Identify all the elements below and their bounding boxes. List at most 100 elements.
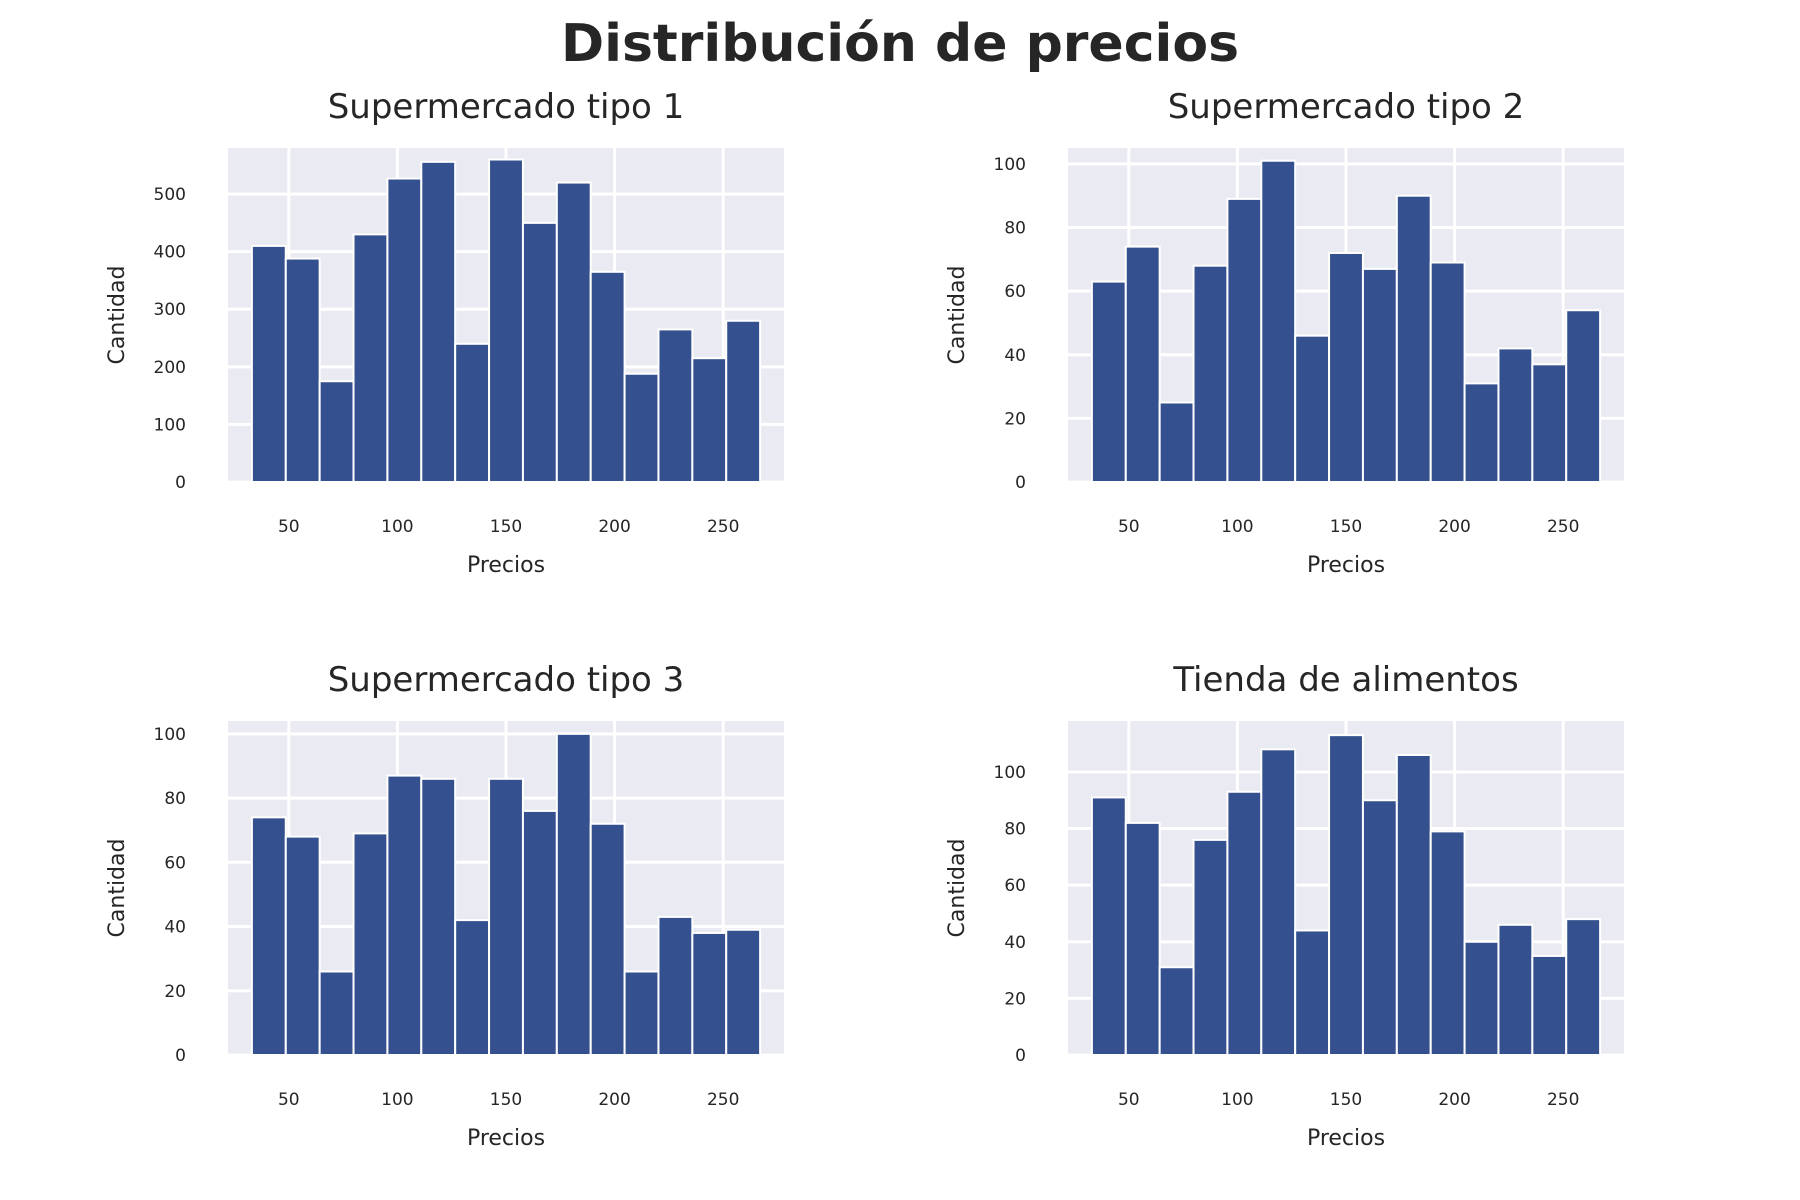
y-axis-label: Cantidad <box>945 266 970 365</box>
chart-title: Supermercado tipo 1 <box>328 87 685 127</box>
x-tick-label: 50 <box>278 1090 300 1110</box>
histogram-bar <box>589 270 626 483</box>
x-tick-label: 50 <box>278 517 300 537</box>
x-tick-label: 100 <box>1221 1090 1253 1110</box>
histogram-bar <box>589 822 626 1056</box>
histogram-bar <box>386 177 423 483</box>
y-tick-label: 300 <box>154 300 186 320</box>
y-tick-label: 100 <box>154 415 186 435</box>
x-axis-label: Precios <box>1307 553 1385 578</box>
histogram-bar <box>488 777 524 1057</box>
histogram-bar <box>1192 838 1229 1056</box>
histogram-bar <box>250 244 287 483</box>
x-axis-label: Precios <box>1307 1126 1385 1151</box>
histogram-bar <box>1361 799 1398 1056</box>
histogram-bar <box>1328 251 1364 483</box>
y-tick-label: 60 <box>1004 876 1026 896</box>
histogram-bar <box>352 832 389 1056</box>
y-tick-label: 0 <box>175 1046 186 1066</box>
y-tick-label: 40 <box>164 918 186 938</box>
y-tick-label: 100 <box>994 763 1026 783</box>
histogram-bar <box>420 160 457 484</box>
histogram-bar <box>1565 309 1602 483</box>
histogram-bar <box>284 835 321 1056</box>
y-tick-label: 80 <box>164 789 186 809</box>
histogram-bar <box>318 380 355 484</box>
histogram-bar <box>657 328 694 483</box>
y-tick-label: 20 <box>164 982 186 1002</box>
y-tick-label: 80 <box>1004 820 1026 840</box>
histogram-bar <box>725 928 762 1056</box>
histogram-bar <box>250 816 287 1056</box>
x-tick-label: 50 <box>1118 517 1140 537</box>
histogram-bar <box>1497 347 1534 483</box>
y-axis-label: Cantidad <box>945 839 970 938</box>
histogram-bar <box>1429 261 1466 483</box>
histogram-bar <box>284 257 321 483</box>
histogram-bar <box>386 774 423 1056</box>
y-tick-label: 20 <box>1004 409 1026 429</box>
histogram-bar <box>1226 790 1263 1056</box>
histogram-bar <box>1226 197 1263 484</box>
histogram-bar <box>488 158 524 483</box>
main-title: Distribución de precios <box>560 14 1240 74</box>
histogram-bar <box>1531 363 1568 483</box>
y-axis-label: Cantidad <box>105 266 130 365</box>
histogram-bar <box>1497 923 1534 1056</box>
x-tick-label: 250 <box>1547 517 1579 537</box>
histogram-bar <box>1429 830 1466 1056</box>
histogram-bar <box>1395 194 1432 483</box>
y-tick-label: 40 <box>1004 933 1026 953</box>
histogram-bar <box>318 970 355 1056</box>
histogram-bar <box>555 732 592 1056</box>
chart-panel-supermercado-tipo-1: Supermercado tipo 1 50 100 150 200 250 0 100 200… <box>105 87 784 578</box>
histogram-bar <box>623 372 660 484</box>
histogram-bar <box>1090 796 1127 1056</box>
histogram-bar <box>555 181 592 483</box>
chart-panel-supermercado-tipo-2: Supermercado tipo 2 50 100 150 200 250 0 20 40 60… <box>945 87 1624 578</box>
y-tick-label: 0 <box>175 473 186 493</box>
histogram-bar <box>623 970 660 1056</box>
y-tick-label: 60 <box>1004 282 1026 302</box>
histogram-bar <box>521 221 558 484</box>
x-tick-label: 200 <box>1438 517 1470 537</box>
histogram-bar <box>725 319 762 483</box>
chart-title: Supermercado tipo 2 <box>1168 87 1525 127</box>
histogram-bar <box>691 357 728 484</box>
x-tick-label: 100 <box>381 517 413 537</box>
y-axis-label: Cantidad <box>105 839 130 938</box>
y-tick-label: 80 <box>1004 219 1026 239</box>
x-tick-label: 50 <box>1118 1090 1140 1110</box>
x-tick-label: 250 <box>707 1090 739 1110</box>
histogram-bar <box>1124 821 1161 1056</box>
y-tick-label: 100 <box>154 725 186 745</box>
histogram-bar <box>454 919 491 1056</box>
x-tick-label: 200 <box>598 1090 630 1110</box>
histogram-bar <box>1294 334 1331 483</box>
histogram-bar <box>1090 280 1127 483</box>
x-tick-label: 200 <box>598 517 630 537</box>
x-tick-label: 250 <box>707 517 739 537</box>
x-axis-label: Precios <box>467 1126 545 1151</box>
y-tick-label: 200 <box>154 358 186 378</box>
histogram-bar <box>1395 753 1432 1057</box>
y-tick-label: 20 <box>1004 989 1026 1009</box>
histogram-bar <box>1463 940 1500 1056</box>
y-tick-label: 0 <box>1015 1046 1026 1066</box>
chart-title: Tienda de alimentos <box>1172 660 1518 700</box>
chart-panel-tienda-de-alimentos: Tienda de alimentos 50 100 150 200 250 0 20 40 60… <box>945 660 1624 1151</box>
y-tick-label: 100 <box>994 155 1026 175</box>
histogram-bar <box>1260 159 1297 483</box>
x-tick-label: 200 <box>1438 1090 1470 1110</box>
histogram-bar <box>1328 734 1364 1056</box>
histogram-bar <box>1463 382 1500 483</box>
y-tick-label: 60 <box>164 853 186 873</box>
x-tick-label: 150 <box>490 1090 522 1110</box>
histogram-bar <box>454 342 491 483</box>
histogram-bar <box>1124 245 1161 483</box>
histogram-bar <box>691 931 728 1057</box>
x-tick-label: 100 <box>381 1090 413 1110</box>
chart-title: Supermercado tipo 3 <box>328 660 685 700</box>
histogram-bar <box>420 777 457 1057</box>
histogram-bar <box>1158 401 1195 484</box>
